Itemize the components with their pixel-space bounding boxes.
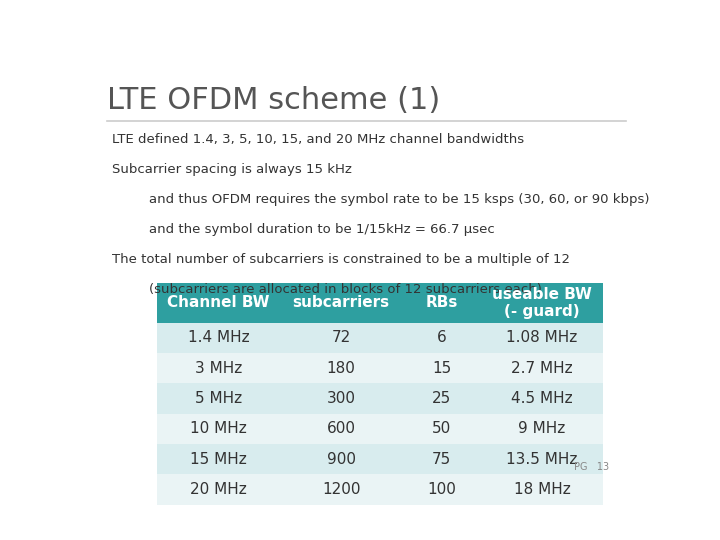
Text: 50: 50 (432, 421, 451, 436)
Text: 5 MHz: 5 MHz (195, 391, 242, 406)
FancyBboxPatch shape (279, 414, 402, 444)
FancyBboxPatch shape (279, 283, 402, 322)
Text: LTE OFDM scheme (1): LTE OFDM scheme (1) (107, 85, 440, 114)
FancyBboxPatch shape (481, 283, 603, 322)
FancyBboxPatch shape (157, 353, 279, 383)
Text: Channel BW: Channel BW (167, 295, 269, 310)
FancyBboxPatch shape (157, 414, 279, 444)
Text: 600: 600 (327, 421, 356, 436)
Text: 3 MHz: 3 MHz (194, 361, 242, 376)
Text: 6: 6 (436, 330, 446, 345)
FancyBboxPatch shape (279, 444, 402, 474)
Text: 15 MHz: 15 MHz (190, 451, 247, 467)
Text: 25: 25 (432, 391, 451, 406)
FancyBboxPatch shape (157, 383, 279, 414)
Text: and thus OFDM requires the symbol rate to be 15 ksps (30, 60, or 90 kbps): and thus OFDM requires the symbol rate t… (148, 193, 649, 206)
FancyBboxPatch shape (279, 383, 402, 414)
Text: LTE defined 1.4, 3, 5, 10, 15, and 20 MHz channel bandwidths: LTE defined 1.4, 3, 5, 10, 15, and 20 MH… (112, 133, 524, 146)
Text: Subcarrier spacing is always 15 kHz: Subcarrier spacing is always 15 kHz (112, 163, 352, 177)
FancyBboxPatch shape (481, 474, 603, 505)
FancyBboxPatch shape (402, 444, 481, 474)
Text: useable BW
(- guard): useable BW (- guard) (492, 287, 592, 319)
FancyBboxPatch shape (402, 383, 481, 414)
Text: 100: 100 (427, 482, 456, 497)
Text: 9 MHz: 9 MHz (518, 421, 566, 436)
FancyBboxPatch shape (402, 474, 481, 505)
FancyBboxPatch shape (279, 353, 402, 383)
Text: PG   13: PG 13 (574, 462, 609, 472)
FancyBboxPatch shape (481, 322, 603, 353)
FancyBboxPatch shape (481, 383, 603, 414)
Text: 300: 300 (327, 391, 356, 406)
Text: 75: 75 (432, 451, 451, 467)
Text: 4.5 MHz: 4.5 MHz (511, 391, 573, 406)
FancyBboxPatch shape (402, 353, 481, 383)
Text: and the symbol duration to be 1/15kHz = 66.7 μsec: and the symbol duration to be 1/15kHz = … (148, 223, 495, 236)
Text: 13.5 MHz: 13.5 MHz (506, 451, 577, 467)
FancyBboxPatch shape (279, 474, 402, 505)
Text: 2.7 MHz: 2.7 MHz (511, 361, 573, 376)
FancyBboxPatch shape (402, 283, 481, 322)
Text: 180: 180 (327, 361, 356, 376)
Text: 1.4 MHz: 1.4 MHz (187, 330, 249, 345)
Text: 72: 72 (331, 330, 351, 345)
FancyBboxPatch shape (157, 283, 279, 322)
Text: 10 MHz: 10 MHz (190, 421, 247, 436)
Text: 20 MHz: 20 MHz (190, 482, 247, 497)
FancyBboxPatch shape (481, 444, 603, 474)
Text: 900: 900 (327, 451, 356, 467)
FancyBboxPatch shape (157, 322, 279, 353)
Text: (subcarriers are allocated in blocks of 12 subcarriers each): (subcarriers are allocated in blocks of … (148, 283, 541, 296)
FancyBboxPatch shape (157, 474, 279, 505)
FancyBboxPatch shape (157, 444, 279, 474)
Text: 18 MHz: 18 MHz (513, 482, 570, 497)
Text: The total number of subcarriers is constrained to be a multiple of 12: The total number of subcarriers is const… (112, 253, 570, 266)
FancyBboxPatch shape (402, 414, 481, 444)
Text: 15: 15 (432, 361, 451, 376)
FancyBboxPatch shape (481, 353, 603, 383)
Text: 1200: 1200 (322, 482, 360, 497)
Text: RBs: RBs (426, 295, 458, 310)
FancyBboxPatch shape (279, 322, 402, 353)
Text: 1.08 MHz: 1.08 MHz (506, 330, 577, 345)
Text: subcarriers: subcarriers (292, 295, 390, 310)
FancyBboxPatch shape (481, 414, 603, 444)
FancyBboxPatch shape (402, 322, 481, 353)
